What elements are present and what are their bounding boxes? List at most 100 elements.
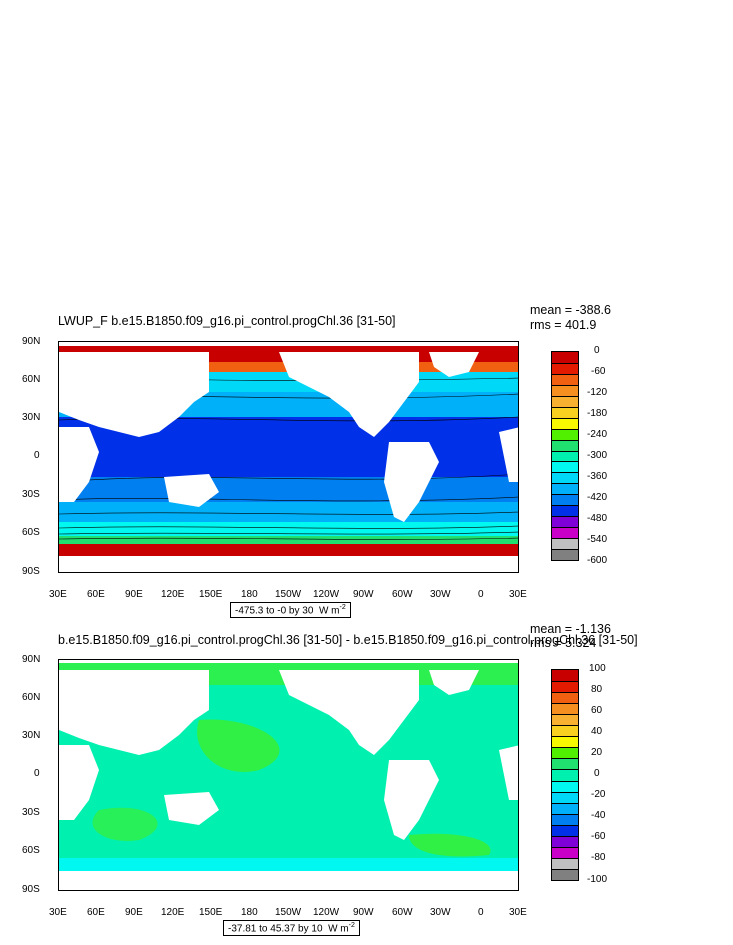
panel-2-map-field xyxy=(59,660,518,890)
colorbar-swatch xyxy=(552,736,578,748)
colorbar-swatch xyxy=(552,516,578,528)
panel-1-map-field xyxy=(59,342,518,572)
panel-2-cbar-label: -60 xyxy=(591,831,606,842)
colorbar-swatch xyxy=(552,362,578,374)
panel-1-lon-label: 0 xyxy=(478,589,484,600)
panel-1-rms: rms = 401.9 xyxy=(530,318,597,332)
colorbar-swatch xyxy=(552,824,578,836)
colorbar-swatch xyxy=(552,725,578,737)
colorbar-swatch xyxy=(552,857,578,869)
panel-2-cbar-label: 60 xyxy=(591,705,603,716)
panel-1-lon-label: 120E xyxy=(161,589,185,600)
panel-1-cbar-label: -540 xyxy=(587,534,608,545)
colorbar-swatch xyxy=(552,494,578,506)
panel-1-cbar-label: -600 xyxy=(587,555,608,566)
panel-2-lon-label: 30W xyxy=(430,907,451,918)
panel-2-lon-label: 150W xyxy=(275,907,302,918)
panel-1-lon-label: 90E xyxy=(125,589,143,600)
panel-2-cbar-label: 80 xyxy=(591,684,603,695)
panel-1-colorbar xyxy=(551,351,579,561)
colorbar-swatch xyxy=(552,538,578,550)
panel-1-lon-label: 150W xyxy=(275,589,302,600)
panel-1-cbar-label: -240 xyxy=(587,429,608,440)
panel-1-lon-label: 30W xyxy=(430,589,451,600)
panel-1-units-exp: -2 xyxy=(339,604,346,611)
colorbar-swatch xyxy=(552,472,578,484)
panel-1-cbar-label: -180 xyxy=(587,408,608,419)
panel-2-map xyxy=(58,659,519,891)
panel-2-lat-label: 60N xyxy=(22,692,41,703)
panel-1-lat-label: 30S xyxy=(22,489,40,500)
panel-2-cbar-label: -100 xyxy=(587,874,608,885)
panel-1-cbar-label: -120 xyxy=(587,387,608,398)
colorbar-swatch xyxy=(552,406,578,418)
colorbar-swatch xyxy=(552,384,578,396)
colorbar-swatch xyxy=(552,714,578,726)
colorbar-swatch xyxy=(552,692,578,704)
panel-1-title: LWUP_F b.e15.B1850.f09_g16.pi_control.pr… xyxy=(58,314,396,328)
panel-1-cbar-label: -360 xyxy=(587,471,608,482)
panel-1-lat-label: 60N xyxy=(22,374,41,385)
colorbar-swatch xyxy=(552,868,578,880)
panel-2-lat-label: 0 xyxy=(34,768,40,779)
panel-1-lat-label: 0 xyxy=(34,450,40,461)
colorbar-swatch xyxy=(552,549,578,560)
panel-1-range: -475.3 to -0 by 30 xyxy=(235,605,314,617)
panel-2-cbar-label: -40 xyxy=(591,810,606,821)
panel-2-lon-label: 120W xyxy=(313,907,340,918)
panel-1-cbar-label: -60 xyxy=(591,366,606,377)
colorbar-swatch xyxy=(552,527,578,539)
panel-2-lon-label: 60E xyxy=(87,907,105,918)
panel-1-mean: mean = -388.6 xyxy=(530,303,611,317)
colorbar-swatch xyxy=(552,483,578,495)
panel-2-lon-label: 180 xyxy=(241,907,258,918)
panel-1-cbar-label: 0 xyxy=(594,345,600,356)
colorbar-swatch xyxy=(552,758,578,770)
panel-2-colorbar xyxy=(551,669,579,881)
panel-1-lon-label: 150E xyxy=(199,589,223,600)
colorbar-swatch xyxy=(552,747,578,759)
panel-2-cbar-label: 100 xyxy=(589,663,606,674)
panel-2-lat-label: 30S xyxy=(22,807,40,818)
colorbar-swatch xyxy=(552,681,578,693)
colorbar-swatch xyxy=(552,780,578,792)
panel-2-units-exp: -2 xyxy=(348,922,355,929)
colorbar-swatch xyxy=(552,791,578,803)
panel-2-cbar-label: 20 xyxy=(591,747,603,758)
panel-1-cbar-label: -300 xyxy=(587,450,608,461)
panel-1-contour-info: -475.3 to -0 by 30 W m-2 xyxy=(230,602,351,619)
panel-2-lat-label: 90N xyxy=(22,654,41,665)
panel-2-lon-label: 30E xyxy=(49,907,67,918)
panel-2-mean: mean = -1.136 xyxy=(530,622,611,636)
panel-1-lon-label: 60W xyxy=(392,589,413,600)
panel-1-map xyxy=(58,341,519,573)
panel-2-lon-label: 120E xyxy=(161,907,185,918)
panel-1-units: W m xyxy=(318,605,340,617)
panel-2-lon-label: 150E xyxy=(199,907,223,918)
colorbar-swatch xyxy=(552,450,578,462)
panel-1: LWUP_F b.e15.B1850.f09_g16.pi_control.pr… xyxy=(22,303,611,619)
panel-1-cbar-label: -420 xyxy=(587,492,608,503)
panel-2-range: -37.81 to 45.37 by 10 xyxy=(228,923,323,935)
colorbar-swatch xyxy=(552,769,578,781)
colorbar-swatch xyxy=(552,846,578,858)
colorbar-swatch xyxy=(552,670,578,682)
panel-1-lon-label: 90W xyxy=(353,589,374,600)
panel-2-cbar-label: 40 xyxy=(591,726,603,737)
panel-1-lon-label: 120W xyxy=(313,589,340,600)
colorbar-swatch xyxy=(552,373,578,385)
panel-2-rms: rms = 5.324 xyxy=(530,636,597,650)
panel-2-lat-label: 30N xyxy=(22,730,41,741)
colorbar-swatch xyxy=(552,813,578,825)
panel-2-units: W m xyxy=(328,923,349,935)
panel-2-title: b.e15.B1850.f09_g16.pi_control.progChl.3… xyxy=(58,633,638,647)
panel-1-lat-label: 30N xyxy=(22,412,41,423)
colorbar-swatch xyxy=(552,428,578,440)
panel-2-cbar-label: -20 xyxy=(591,789,606,800)
panel-2-lat-label: 60S xyxy=(22,845,40,856)
panel-1-lat-label: 90S xyxy=(22,566,40,577)
colorbar-swatch xyxy=(552,802,578,814)
panel-2-lon-label: 90E xyxy=(125,907,143,918)
panel-2-lon-label: 30E xyxy=(509,907,527,918)
